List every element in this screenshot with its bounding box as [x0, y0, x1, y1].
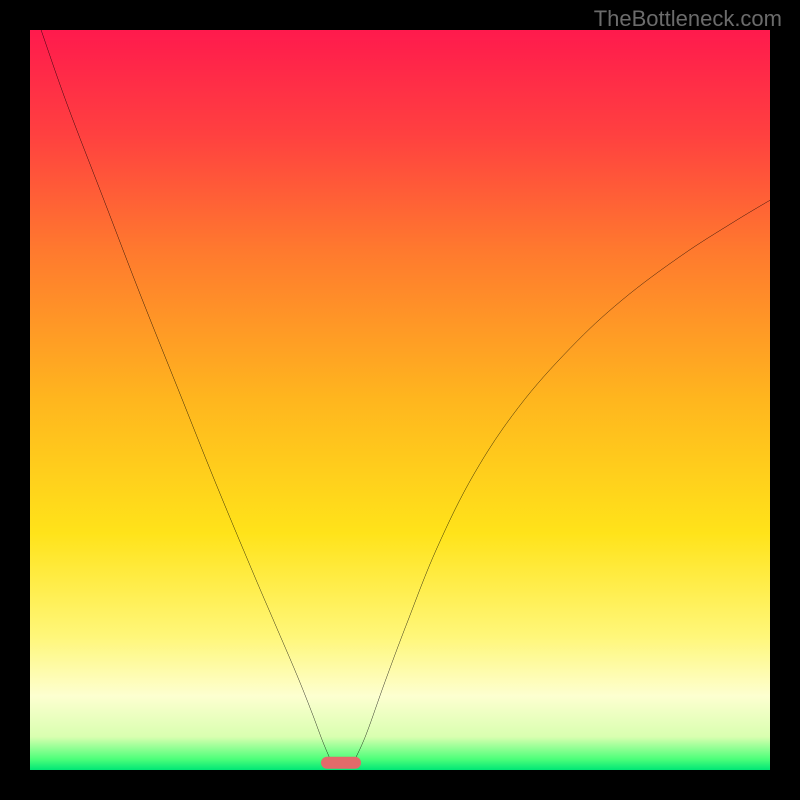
curve-left-branch — [41, 30, 330, 758]
plot-area — [30, 30, 770, 770]
watermark-text: TheBottleneck.com — [594, 6, 782, 32]
bottleneck-curve — [30, 30, 770, 770]
optimal-marker — [321, 756, 361, 769]
curve-right-branch — [356, 200, 770, 758]
